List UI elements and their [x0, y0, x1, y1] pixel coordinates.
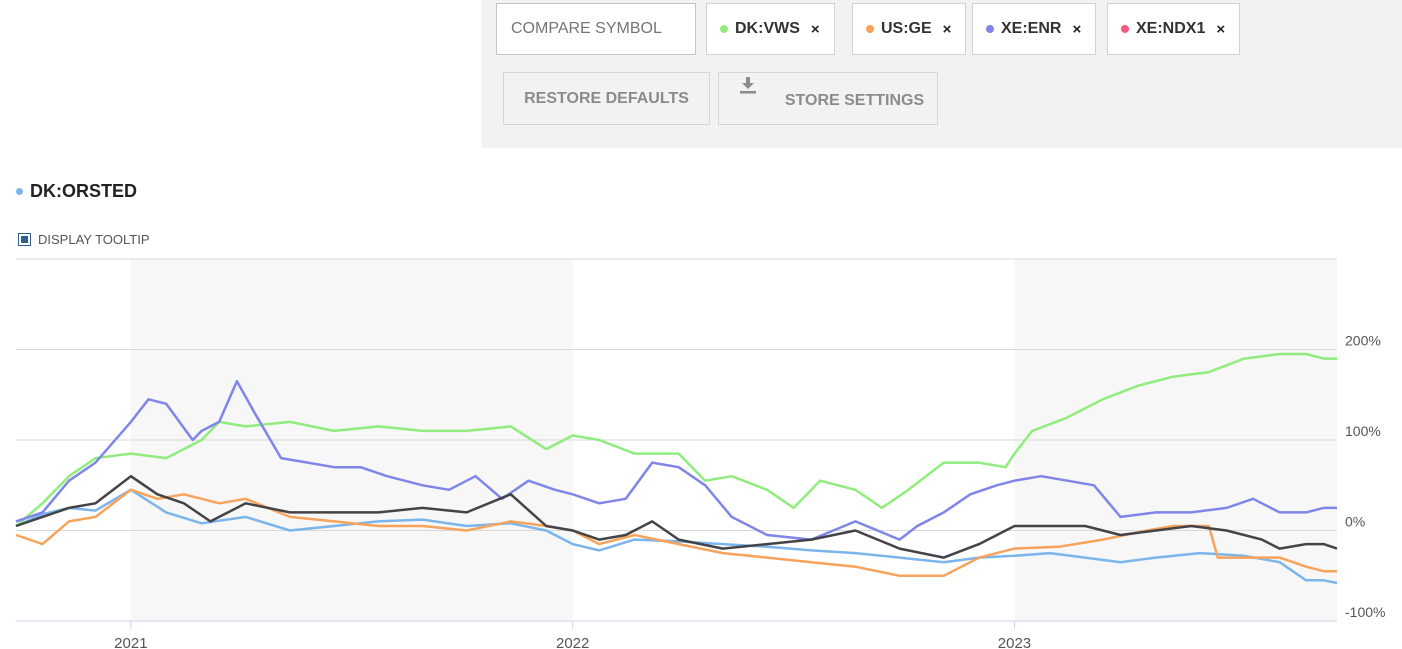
compare-panel: DK:VWS × US:GE × XE:ENR × XE:NDX1 × REST… [481, 0, 1402, 148]
chip-xe-ndx1: XE:NDX1 × [1107, 3, 1241, 55]
x-tick-label: 2022 [556, 635, 589, 649]
display-tooltip-toggle[interactable]: DISPLAY TOOLTIP [18, 232, 150, 247]
y-tick-label: -100% [1345, 604, 1385, 620]
close-icon[interactable]: × [1072, 20, 1082, 38]
series-dot-icon [866, 25, 874, 33]
close-icon[interactable]: × [942, 20, 952, 38]
chip-label: US:GE [881, 20, 932, 37]
x-tick-label: 2021 [114, 635, 147, 649]
chip-label: XE:ENR [1001, 20, 1062, 37]
y-tick-label: 200% [1345, 333, 1381, 349]
chip-us-ge: US:GE × [852, 3, 967, 55]
restore-defaults-label: RESTORE DEFAULTS [524, 89, 689, 107]
main-symbol-label: DK:ORSTED [30, 181, 137, 201]
y-tick-label: 100% [1345, 423, 1381, 439]
y-tick-label: 0% [1345, 514, 1365, 530]
store-settings-label: STORE SETTINGS [784, 91, 925, 109]
series-dot-icon [16, 188, 23, 195]
series-line-xe-ndx1 [15, 474, 1338, 559]
download-icon [740, 77, 756, 94]
chip-dk-vws: DK:VWS × [706, 3, 835, 55]
series-line-xe-enr [15, 379, 1337, 541]
restore-defaults-button[interactable]: RESTORE DEFAULTS [503, 72, 710, 125]
chip-xe-enr: XE:ENR × [972, 3, 1097, 55]
series-dot-icon [986, 25, 994, 33]
series-dot-icon [720, 25, 728, 33]
close-icon[interactable]: × [810, 20, 820, 38]
store-settings-button[interactable]: STORE SETTINGS [718, 72, 938, 125]
main-symbol-title: DK:ORSTED [16, 181, 137, 202]
series-line-dk-orsted [15, 488, 1338, 585]
display-tooltip-label: DISPLAY TOOLTIP [38, 232, 150, 247]
compare-symbol-input[interactable] [496, 3, 696, 55]
chip-label: XE:NDX1 [1136, 20, 1206, 37]
checkbox-icon[interactable] [18, 233, 31, 246]
chip-label: DK:VWS [735, 20, 800, 37]
close-icon[interactable]: × [1216, 20, 1226, 38]
price-comparison-chart: -100% 0% 100% 200% 2021 2022 2023 [15, 258, 1385, 649]
x-tick-label: 2023 [998, 635, 1031, 649]
series-dot-icon [1121, 25, 1129, 33]
